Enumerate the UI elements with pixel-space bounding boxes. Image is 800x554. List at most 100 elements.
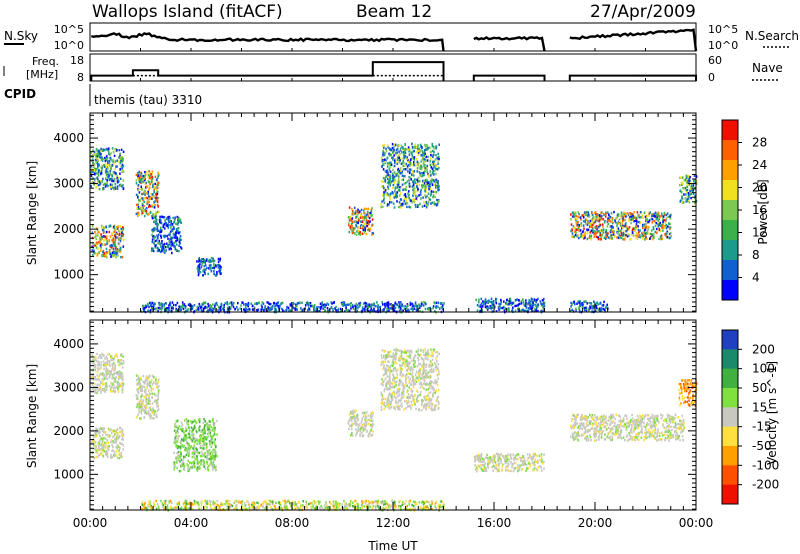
echo-cell [185,436,188,440]
echo-cell [146,196,149,200]
echo-cell [490,300,493,304]
echo-cell [619,220,621,223]
echo-cell [424,194,426,197]
echo-cell [660,238,663,241]
echo-cell [139,382,142,386]
echo-cell [144,197,146,200]
echo-cell [575,231,577,234]
echo-cell [149,399,151,403]
echo-cell [367,306,370,309]
echo-cell [637,232,639,235]
echo-cell [106,372,108,376]
echo-cell [352,213,355,216]
echo-cell [570,229,572,233]
echo-cell [623,214,626,218]
echo-cell [371,206,373,210]
echo-cell [151,392,154,395]
echo-cell [94,378,97,381]
echo-cell [117,444,119,447]
echo-cell [578,212,580,216]
echo-cell [136,403,139,406]
echo-cell [365,232,368,236]
echo-cell [413,186,416,189]
echo-cell [214,303,216,306]
echo-cell [108,239,110,242]
echo-cell [407,163,410,167]
echo-cell [167,244,170,247]
echo-cell [120,148,123,151]
echo-cell [574,234,577,237]
echo-cell [602,307,605,311]
echo-cell [114,250,116,253]
echo-cell [410,168,412,171]
echo-cell [103,164,105,167]
echo-cell [103,230,105,233]
echo-cell [413,198,416,202]
echo-cell [624,223,627,226]
echo-cell [428,200,431,203]
echo-cell [668,232,671,236]
echo-cell [571,308,574,311]
echo-cell [114,238,117,242]
echo-cell [146,379,148,383]
echo-cell [620,236,622,240]
echo-cell [411,145,414,149]
echo-cell [653,214,655,218]
echo-cell [476,304,479,307]
echo-cell [140,406,142,410]
echo-cell [403,151,405,154]
echo-cell [428,180,430,184]
echo-cell [152,375,154,378]
echo-cell [593,300,595,303]
echo-cell [584,236,586,239]
echo-cell [110,179,113,183]
echo-cell [254,302,256,305]
colorbar-segment [722,180,738,201]
echo-cell [148,197,151,201]
echo-cell [110,168,112,171]
echo-cell [412,194,414,197]
echo-cell [116,232,119,235]
echo-cell [137,390,139,394]
echo-cell [176,223,179,226]
echo-cell [156,402,158,406]
echo-cell [411,157,414,160]
echo-cell [121,434,124,437]
echo-cell [209,303,211,307]
echo-cell [147,383,150,386]
echo-cell [103,373,105,376]
echo-cell [116,450,118,453]
echo-cell [95,449,98,452]
echo-cell [426,164,428,168]
echo-cell [145,196,148,199]
echo-cell [219,258,221,261]
colorbar-tick-label: 24 [752,158,767,172]
echo-cell [359,233,362,236]
echo-cell [102,183,105,186]
echo-cell [148,310,150,313]
echo-cell [572,215,574,218]
echo-cell [111,164,113,168]
echo-cell [424,170,426,173]
echo-cell [118,184,121,187]
echo-cell [177,457,180,460]
echo-cell [245,303,247,306]
echo-cell [633,211,635,214]
echo-cell [168,248,171,251]
echo-cell [415,164,417,167]
echo-cell [687,192,690,195]
echo-cell [108,225,110,228]
echo-cell [97,152,100,155]
echo-cell [106,353,109,356]
echo-cell [398,161,401,164]
echo-cell [203,436,206,439]
echo-cell [169,238,171,241]
echo-cell [351,231,354,235]
echo-cell [151,238,154,241]
echo-cell [122,381,124,384]
echo-cell [380,206,382,209]
echo-cell [151,203,153,207]
echo-cell [154,215,157,218]
echo-cell [146,393,148,396]
echo-cell [140,208,142,211]
